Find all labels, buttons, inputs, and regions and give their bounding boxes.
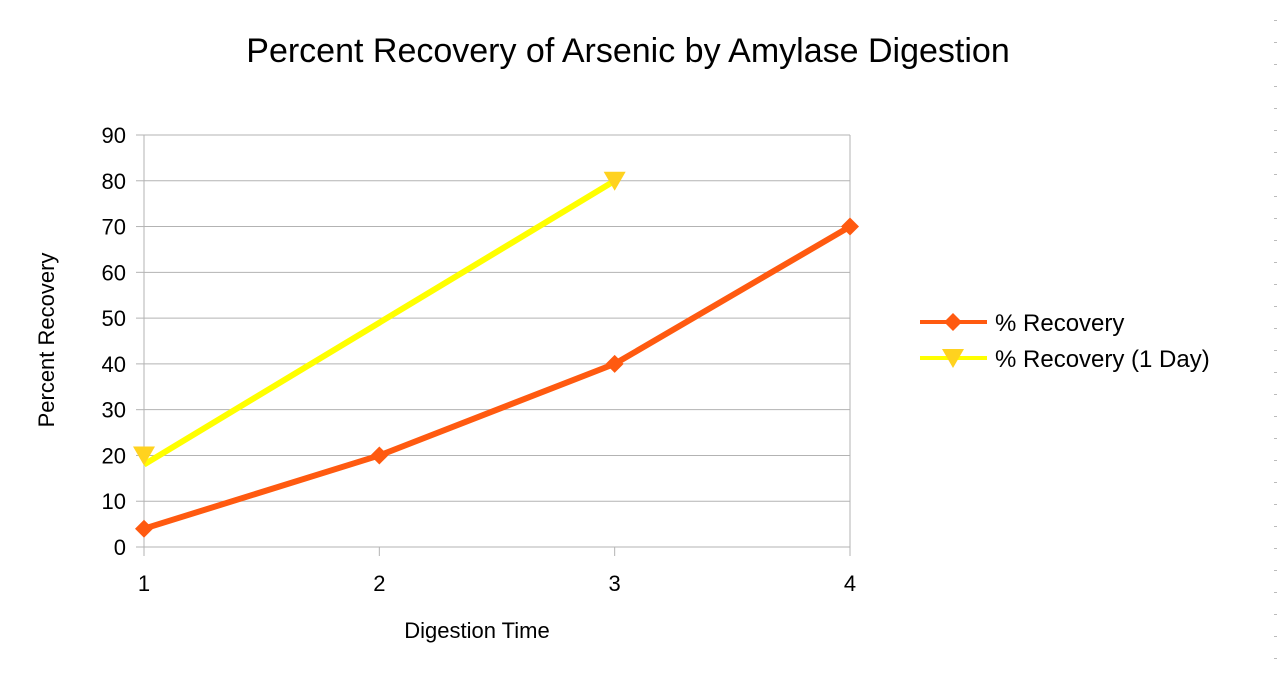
edge-dash <box>1274 526 1277 527</box>
tick-labels: 0 10 20 30 40 50 60 70 80 90 1 2 3 4 <box>102 123 857 596</box>
edge-dash <box>1274 482 1277 483</box>
x-tick-label: 4 <box>844 571 856 596</box>
edge-dash <box>1274 460 1277 461</box>
edge-dash <box>1274 592 1277 593</box>
legend: % Recovery % Recovery (1 Day) <box>920 310 1210 373</box>
axes <box>136 134 851 556</box>
legend-label-1: % Recovery <box>995 310 1124 337</box>
data-point-series-1 <box>135 519 153 538</box>
data-point-series-1 <box>370 446 389 465</box>
edge-dash <box>1274 196 1277 197</box>
y-tick-label: 90 <box>102 123 126 148</box>
data-point-series-2 <box>133 446 155 466</box>
edge-dash <box>1274 504 1277 505</box>
edge-dash <box>1274 64 1277 65</box>
y-tick-label: 60 <box>102 260 126 285</box>
edge-dash <box>1274 152 1277 153</box>
y-tick-label: 0 <box>114 535 126 560</box>
edge-dash <box>1274 548 1277 549</box>
edge-dash <box>1274 240 1277 241</box>
edge-dash <box>1274 306 1277 307</box>
x-tick-label: 1 <box>138 571 150 596</box>
edge-dash <box>1274 218 1277 219</box>
y-axis-label: Percent Recovery <box>34 253 59 428</box>
y-tick-label: 50 <box>102 306 126 331</box>
edge-dash <box>1274 130 1277 131</box>
y-tick-label: 10 <box>102 489 126 514</box>
series-group <box>133 171 859 538</box>
edge-dash <box>1274 20 1277 21</box>
edge-dash <box>1274 174 1277 175</box>
x-axis-label: Digestion Time <box>404 618 550 643</box>
data-point-series-1 <box>841 217 859 236</box>
series-line-2 <box>142 178 617 468</box>
edge-dash <box>1274 284 1277 285</box>
edge-dash <box>1274 262 1277 263</box>
y-tick-label: 70 <box>102 215 126 240</box>
y-tick-label: 40 <box>102 352 126 377</box>
edge-dash <box>1274 372 1277 373</box>
edge-dash <box>1274 636 1277 637</box>
edge-dash <box>1274 328 1277 329</box>
edge-dash <box>1274 86 1277 87</box>
data-point-series-2 <box>603 171 626 191</box>
edge-dash <box>1274 438 1277 439</box>
series-line-1 <box>143 223 852 532</box>
edge-dash <box>1274 614 1277 615</box>
edge-dash <box>1274 108 1277 109</box>
y-tick-label: 80 <box>102 169 126 194</box>
x-tick-label: 2 <box>373 571 385 596</box>
y-tick-label: 30 <box>102 398 126 423</box>
gridlines <box>144 134 851 548</box>
edge-dash <box>1274 658 1277 659</box>
edge-dash <box>1274 570 1277 571</box>
edge-dash <box>1274 42 1277 43</box>
x-tick-label: 3 <box>609 571 621 596</box>
edge-dash <box>1274 416 1277 417</box>
legend-label-2: % Recovery (1 Day) <box>995 346 1210 373</box>
legend-marker-1 <box>944 313 962 331</box>
y-tick-label: 20 <box>102 443 126 468</box>
edge-dash <box>1274 394 1277 395</box>
edge-dash <box>1274 350 1277 351</box>
legend-marker-2 <box>942 349 964 368</box>
data-point-series-1 <box>605 354 624 373</box>
chart-title: Percent Recovery of Arsenic by Amylase D… <box>246 32 1009 70</box>
